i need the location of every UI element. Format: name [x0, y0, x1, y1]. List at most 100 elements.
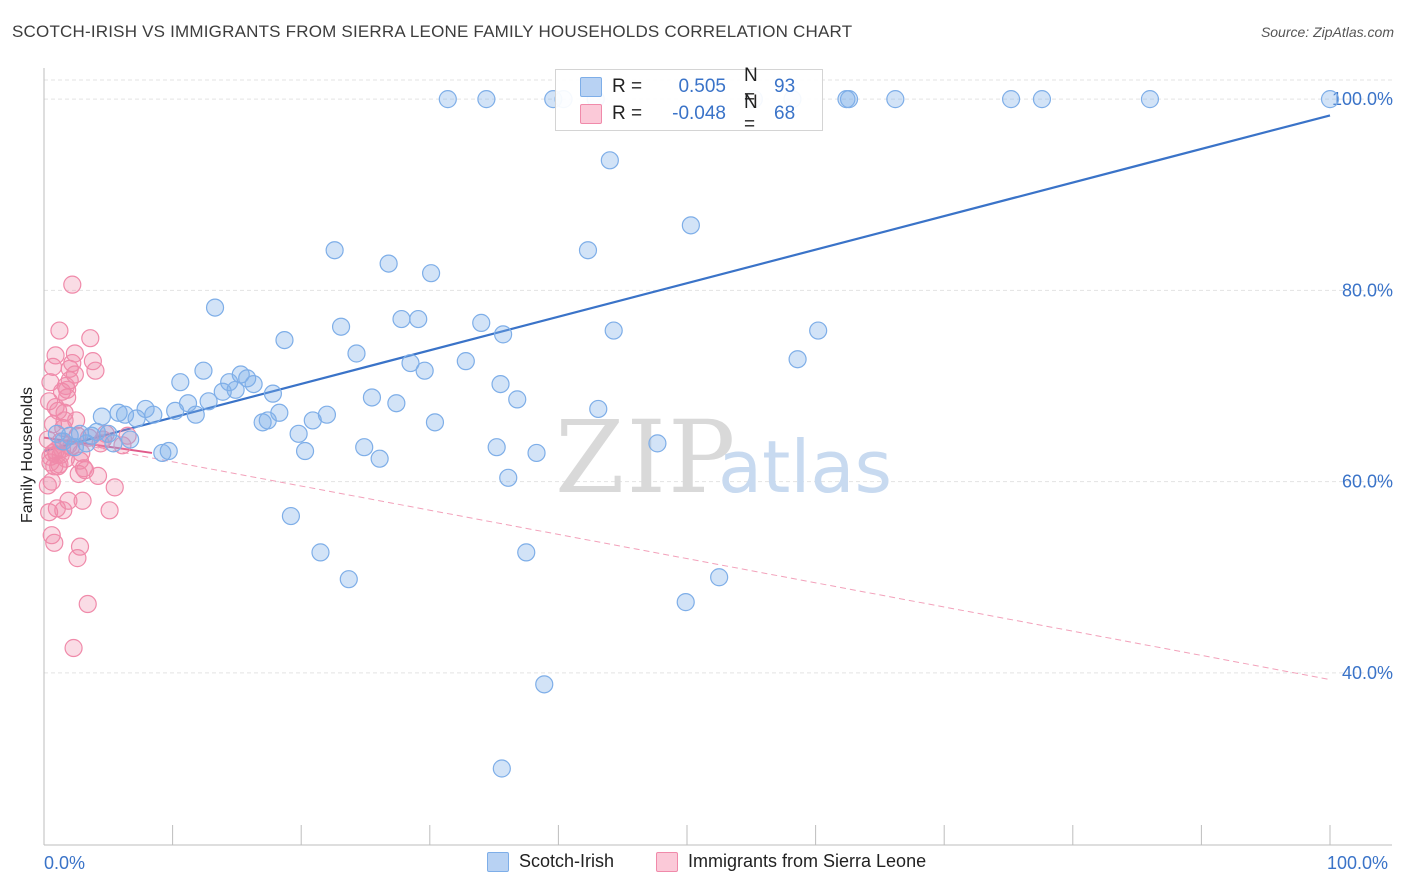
n-value: 68: [774, 103, 796, 124]
scotch-irish-point: [472, 313, 491, 332]
scotch-irish-point: [589, 399, 608, 419]
y-tick-labels: 40.0% 60.0% 80.0% 100.0%: [1332, 89, 1393, 683]
sierra-leone-point: [64, 638, 83, 658]
sierra-leone-point: [59, 491, 78, 510]
sierra-leone-point: [51, 445, 70, 464]
scotch-irish-point: [499, 468, 518, 487]
stats-row-scotch-irish: R = 0.505 N = 93: [556, 65, 795, 108]
scotch-irish-point: [194, 361, 213, 380]
sierra-leone-point: [68, 549, 87, 568]
trend-line-extended: [43, 437, 1331, 681]
legend-label: Immigrants from Sierra Leone: [688, 851, 927, 871]
data-points: [38, 90, 1340, 778]
scotch-irish-point: [487, 438, 506, 457]
scotch-irish-point: [121, 430, 140, 449]
chart-title: SCOTCH-IRISH VS IMMIGRANTS FROM SIERRA L…: [12, 22, 853, 41]
sierra-leone-point: [65, 344, 84, 363]
scotch-irish-point: [263, 384, 283, 403]
sierra-leone-point: [73, 491, 92, 510]
sierra-leone-swatch: [580, 104, 602, 124]
sierra-leone-point: [49, 457, 68, 476]
scotch-irish-point: [401, 353, 420, 373]
trend-line-scotch-irish: [43, 114, 1331, 453]
scotch-irish-point: [379, 254, 398, 273]
scotch-irish-point: [347, 344, 366, 363]
scotch-irish-point: [362, 388, 382, 407]
sierra-leone-legend-swatch: [656, 851, 678, 872]
scotch-irish-point: [604, 321, 623, 340]
scotch-irish-point: [104, 434, 123, 453]
scotch-irish-point: [535, 675, 554, 694]
scotch-irish-point: [109, 403, 128, 422]
scotch-irish-point: [144, 405, 163, 424]
scotch-irish-swatch: [580, 77, 602, 97]
scotch-irish-point: [600, 151, 619, 170]
scotch-irish-point: [289, 424, 308, 443]
scotch-irish-point: [355, 438, 374, 457]
r-label: R =: [612, 76, 643, 97]
scotch-irish-point: [281, 506, 301, 526]
sierra-leone-point: [69, 464, 88, 484]
scotch-irish-point: [244, 374, 263, 394]
scotch-irish-point: [477, 90, 496, 109]
sierra-leone-point: [45, 533, 64, 552]
scotch-irish-point: [92, 407, 111, 426]
y-tick-label: 80.0%: [1342, 280, 1393, 300]
scotch-irish-point: [171, 373, 190, 392]
x-min-label: 0.0%: [44, 853, 86, 873]
scotch-irish-point: [339, 570, 358, 589]
scotch-irish-point: [710, 568, 729, 587]
legend-item-sierra-leone[interactable]: Immigrants from Sierra Leone: [656, 851, 926, 872]
scotch-irish-point: [317, 405, 337, 424]
scotch-irish-point: [578, 241, 598, 260]
scotch-irish-point: [392, 309, 411, 329]
scotch-irish-point: [421, 264, 441, 283]
sierra-leone-point: [46, 397, 65, 417]
scotch-irish-point: [492, 759, 511, 778]
legend-item-scotch-irish[interactable]: Scotch-Irish: [487, 851, 614, 872]
scotch-irish-point: [331, 317, 351, 336]
scotch-irish-point: [325, 241, 344, 260]
scotch-irish-point: [311, 543, 330, 562]
sierra-leone-point: [54, 501, 73, 520]
x-max-label: 100.0%: [1327, 853, 1389, 873]
sierra-leone-point: [38, 476, 57, 495]
scotch-irish-point: [199, 392, 218, 411]
scotch-irish-point: [456, 352, 475, 371]
scotch-irish-legend-swatch: [487, 851, 509, 872]
scotch-irish-point: [648, 434, 667, 453]
r-value: -0.048: [672, 103, 726, 124]
sierra-leone-point: [63, 275, 82, 294]
r-value: 0.505: [678, 76, 726, 97]
n-label: N =: [744, 65, 758, 108]
scotch-irish-point: [186, 405, 205, 424]
watermark-zip: ZIP: [555, 399, 737, 516]
n-label: N =: [744, 92, 758, 135]
stats-row-sierra-leone: R = -0.048 N = 68: [556, 92, 796, 135]
scotch-irish-point: [676, 593, 695, 612]
scotch-irish-point: [491, 374, 510, 394]
sierra-leone-point: [86, 361, 105, 380]
watermark: ZIP atlas: [555, 399, 892, 516]
scotch-irish-point: [370, 449, 389, 468]
scotch-irish-point: [409, 309, 428, 329]
scotch-irish-point: [425, 413, 445, 432]
sierra-leone-point: [74, 459, 93, 478]
scotch-irish-point: [508, 390, 527, 409]
sierra-leone-point: [100, 501, 119, 520]
scotch-irish-point: [270, 403, 289, 422]
sierra-leone-point: [60, 359, 79, 378]
scotch-irish-point: [839, 90, 859, 109]
legend-label: Scotch-Irish: [519, 851, 615, 871]
scotch-irish-point: [115, 405, 135, 424]
scotch-irish-point: [494, 325, 513, 344]
sierra-leone-point: [105, 478, 124, 497]
sierra-leone-point: [78, 594, 97, 614]
scotch-irish-point: [1140, 90, 1160, 109]
scotch-irish-point: [438, 90, 457, 109]
sierra-leone-point: [67, 411, 86, 430]
sierra-leone-point: [56, 376, 75, 396]
sierra-leone-point: [81, 329, 100, 348]
scotch-irish-point: [1320, 90, 1340, 109]
